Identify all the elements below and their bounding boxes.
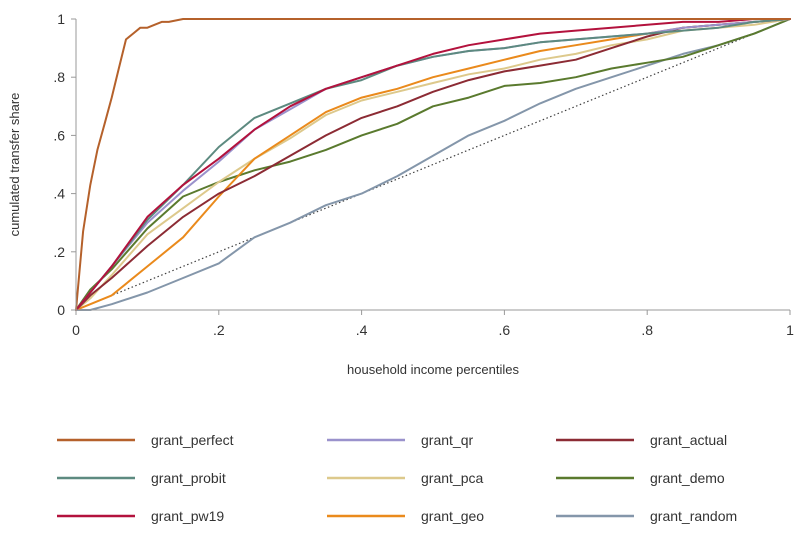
y-tick-label: .6 <box>53 127 65 143</box>
x-tick-label: .6 <box>499 322 511 338</box>
ticks: 0 .2 .4 .6 .8 1 0 .2 .4 .6 .8 1 <box>53 11 794 338</box>
series-line-grant-perfect <box>75 18 791 311</box>
y-tick-label: .2 <box>53 244 65 260</box>
legend-label-grant-random: grant_random <box>650 508 737 524</box>
series-line-grant-demo <box>75 18 791 311</box>
legend-label-grant-demo: grant_demo <box>650 470 725 486</box>
x-tick-label: .2 <box>213 322 225 338</box>
legend: grant_perfect grant_qr grant_actual grant_p… <box>57 432 737 524</box>
x-axis-label: household income percentiles <box>347 362 519 377</box>
y-axis-label: cumulated transfer share <box>7 93 22 237</box>
series-line-grant-probit <box>75 18 791 311</box>
legend-label-grant-perfect: grant_perfect <box>151 432 234 448</box>
plot-area <box>75 18 791 311</box>
legend-label-grant-probit: grant_probit <box>151 470 226 486</box>
legend-label-grant-pw19: grant_pw19 <box>151 508 224 524</box>
x-tick-label: 0 <box>72 322 80 338</box>
reference-line-equality <box>75 18 791 311</box>
y-tick-label: 1 <box>57 11 65 27</box>
legend-label-grant-qr: grant_qr <box>421 432 473 448</box>
y-tick-label: .4 <box>53 186 65 202</box>
series-line-grant-pca <box>75 18 791 311</box>
series-line-grant-pw19 <box>75 18 791 311</box>
legend-label-grant-actual: grant_actual <box>650 432 727 448</box>
y-tick-label: .8 <box>53 69 65 85</box>
axes <box>75 19 790 311</box>
y-tick-label: 0 <box>57 302 65 318</box>
legend-label-grant-geo: grant_geo <box>421 508 484 524</box>
x-tick-label: .8 <box>641 322 653 338</box>
legend-label-grant-pca: grant_pca <box>421 470 483 486</box>
x-tick-label: .4 <box>356 322 368 338</box>
x-tick-label: 1 <box>786 322 794 338</box>
